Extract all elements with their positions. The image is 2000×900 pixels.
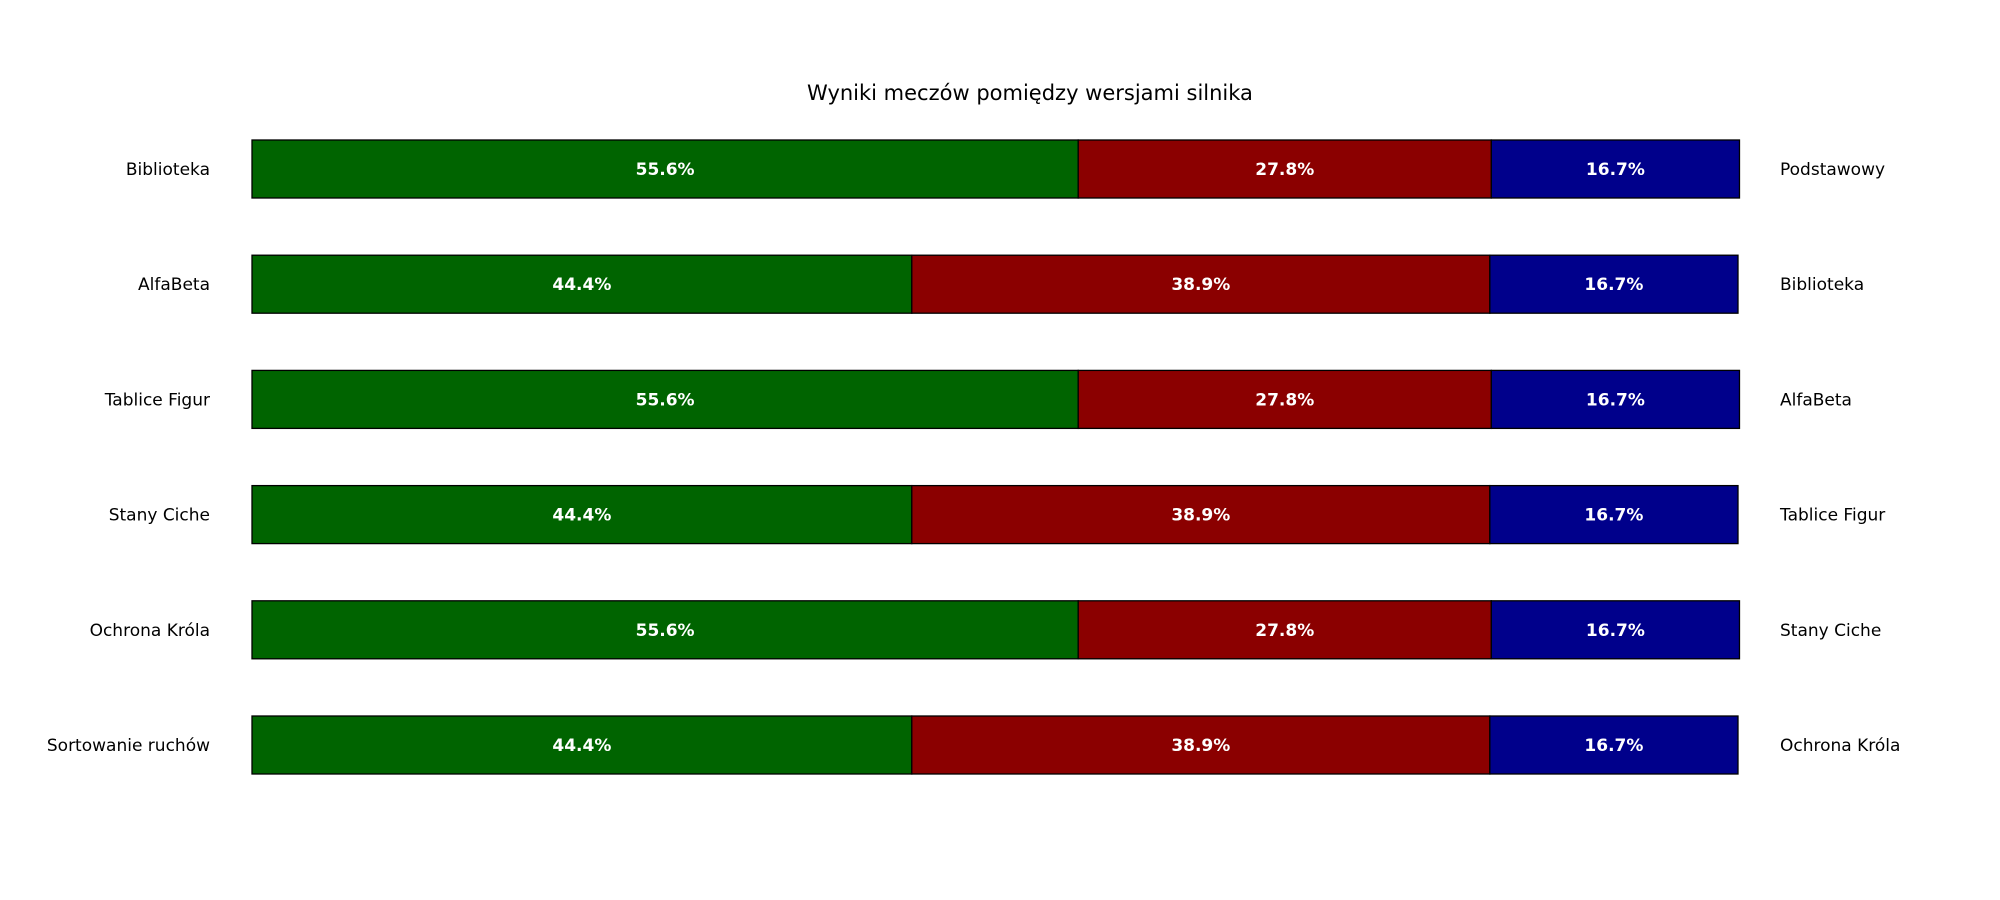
- bar-segment: [1490, 369, 1741, 430]
- bar-value-label: 16.7%: [1586, 160, 1645, 180]
- right-category-label: Biblioteka: [1780, 275, 1864, 295]
- bar-value-label: 16.7%: [1584, 506, 1643, 526]
- bar-segment: [1489, 254, 1739, 314]
- left-category-label: Sortowanie ruchów: [47, 736, 210, 756]
- right-category-label: Stany Ciche: [1780, 621, 1881, 641]
- left-category-label: AlfaBeta: [138, 275, 210, 295]
- bar-segment: [1489, 715, 1739, 775]
- bar-segment: [1490, 600, 1741, 660]
- left-category-label: Stany Ciche: [109, 506, 210, 526]
- bar-segment: [911, 254, 1491, 314]
- bar-segment: [251, 139, 1079, 199]
- bar-value-label: 55.6%: [636, 621, 695, 641]
- bar-segment: [1490, 139, 1741, 199]
- bar-value-label: 44.4%: [552, 506, 611, 526]
- bar-value-label: 55.6%: [636, 390, 695, 410]
- bar-segment: [251, 369, 1079, 430]
- bar-segment: [251, 254, 913, 314]
- bar-value-label: 16.7%: [1586, 390, 1645, 410]
- bar-value-label: 55.6%: [636, 160, 695, 180]
- right-category-label: Podstawowy: [1780, 160, 1885, 180]
- bar-value-label: 27.8%: [1255, 390, 1314, 410]
- right-category-label: AlfaBeta: [1780, 390, 1852, 410]
- right-category-label: Ochrona Króla: [1780, 736, 1900, 756]
- bar-value-label: 38.9%: [1171, 275, 1230, 295]
- bar-segment: [251, 715, 913, 775]
- bar-segment: [1077, 600, 1492, 660]
- bar-value-label: 27.8%: [1255, 621, 1314, 641]
- bar-value-label: 44.4%: [552, 275, 611, 295]
- bar-value-label: 27.8%: [1255, 160, 1314, 180]
- bar-value-label: 16.7%: [1584, 275, 1643, 295]
- bar-segment: [251, 600, 1079, 660]
- bar-segment: [911, 715, 1491, 775]
- bar-value-label: 16.7%: [1586, 621, 1645, 641]
- bar-value-label: 38.9%: [1171, 506, 1230, 526]
- bar-value-label: 44.4%: [552, 736, 611, 756]
- chart-title: Wyniki meczów pomiędzy wersjami silnika: [807, 81, 1253, 105]
- right-category-label: Tablice Figur: [1779, 506, 1885, 526]
- left-category-label: Tablice Figur: [104, 390, 210, 410]
- bar-segment: [1077, 139, 1492, 199]
- left-category-label: Ochrona Króla: [90, 621, 210, 641]
- bar-segment: [251, 484, 913, 545]
- bar-value-label: 38.9%: [1171, 736, 1230, 756]
- bar-value-label: 16.7%: [1584, 736, 1643, 756]
- bar-segment: [1489, 484, 1739, 545]
- bars-group: Biblioteka 55.6% 27.8% 16.7% Podstawowy AlfaB…: [47, 139, 1900, 775]
- left-category-label: Biblioteka: [126, 160, 210, 180]
- bar-segment: [1077, 369, 1492, 430]
